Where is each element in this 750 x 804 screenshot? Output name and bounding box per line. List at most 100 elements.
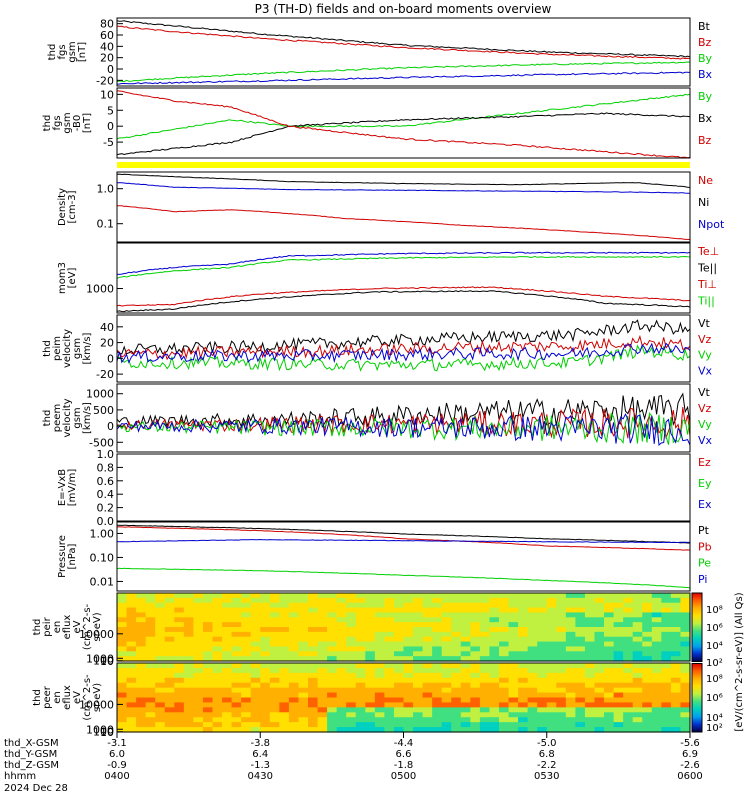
heatmap-cell: [298, 702, 309, 708]
heatmap-cell: [403, 636, 414, 643]
heatmap-cell: [575, 722, 586, 728]
heatmap-cell: [460, 682, 471, 689]
heatmap-cell: [479, 593, 491, 599]
series-line-Pt: [117, 524, 691, 544]
heatmap-cell: [651, 712, 662, 718]
heatmap-cell: [499, 663, 510, 669]
heatmap-cell: [613, 656, 624, 662]
heatmap-cell: [604, 672, 615, 679]
y-tick-label: 0.1: [97, 218, 115, 231]
heatmap-cell: [317, 702, 328, 708]
heatmap-cell: [518, 607, 529, 614]
heatmap-cell: [604, 602, 615, 609]
heatmap-cell: [670, 597, 682, 604]
heatmap-cell: [661, 651, 672, 657]
heatmap-cell: [651, 717, 662, 723]
heatmap-cell: [604, 631, 615, 638]
heatmap-cell: [499, 707, 510, 713]
heatmap-cell: [632, 627, 643, 633]
heatmap-cell: [117, 631, 128, 638]
heatmap-cell: [183, 636, 194, 643]
heatmap-cell: [422, 597, 433, 604]
heatmap-cell: [556, 627, 567, 633]
heatmap-cell: [384, 656, 395, 662]
heatmap-cell: [327, 636, 338, 643]
heatmap-cell: [556, 697, 567, 704]
heatmap-cell: [489, 687, 500, 694]
heatmap-cell: [174, 641, 185, 648]
heatmap-cell: [489, 672, 500, 679]
heatmap-cell: [584, 687, 596, 694]
y-axis-label: peem: [52, 404, 63, 432]
heatmap-cell: [355, 677, 366, 684]
heatmap-cell: [288, 707, 300, 713]
heatmap-cell: [202, 622, 214, 628]
heatmap-cell: [298, 722, 309, 728]
heatmap-cell: [413, 692, 424, 699]
heatmap-cell: [470, 702, 481, 708]
heatmap-peer-eflux: [117, 663, 691, 733]
heatmap-cell: [680, 697, 691, 704]
heatmap-cell: [155, 692, 166, 699]
heatmap-cell: [145, 612, 156, 618]
heatmap-cell: [460, 687, 471, 694]
x-axis-value: 6.6: [396, 749, 412, 760]
heatmap-cell: [117, 717, 128, 723]
heatmap-cell: [279, 593, 290, 599]
heatmap-cell: [308, 727, 319, 733]
x-axis-value: -2.6: [680, 760, 700, 771]
heatmap-cell: [623, 672, 634, 679]
heatmap-cell: [279, 617, 290, 623]
heatmap-cell: [336, 702, 347, 708]
heatmap-cell: [355, 707, 366, 713]
heatmap-cell: [126, 722, 137, 728]
heatmap-cell: [623, 602, 634, 609]
heatmap-cell: [546, 597, 557, 604]
heatmap-cell: [680, 663, 691, 669]
heatmap-cell: [537, 663, 548, 669]
heatmap-cell: [308, 707, 319, 713]
heatmap-cell: [680, 727, 691, 733]
legend-entry: Npot: [698, 218, 725, 231]
heatmap-cell: [126, 636, 137, 643]
heatmap-cell: [470, 663, 481, 669]
heatmap-cell: [183, 656, 194, 662]
heatmap-cell: [317, 727, 328, 733]
heatmap-cell: [174, 712, 185, 718]
heatmap-cell: [670, 617, 682, 623]
y-axis-label: (cm^2-s-: [82, 603, 93, 650]
heatmap-cell: [441, 697, 452, 704]
heatmap-cell: [604, 597, 615, 604]
x-axis-value: 0400: [104, 771, 129, 782]
heatmap-cell: [432, 641, 443, 648]
heatmap-cell: [489, 607, 500, 614]
heatmap-cell: [680, 607, 691, 614]
heatmap-cell: [556, 631, 567, 638]
heatmap-cell: [155, 656, 166, 662]
heatmap-cell: [499, 651, 510, 657]
heatmap-cell: [575, 697, 586, 704]
heatmap-cell: [222, 607, 233, 614]
heatmap-cell: [413, 697, 424, 704]
heatmap-cell: [193, 682, 204, 689]
heatmap-cell: [288, 593, 300, 599]
heatmap-cell: [432, 646, 443, 652]
heatmap-cell: [451, 593, 462, 599]
heatmap-cell: [336, 687, 347, 694]
heatmap-cell: [231, 636, 242, 643]
heatmap-cell: [575, 651, 586, 657]
heatmap-cell: [298, 682, 309, 689]
heatmap-cell: [374, 651, 385, 657]
heatmap-cell: [346, 672, 357, 679]
heatmap-cell: [374, 593, 385, 599]
heatmap-cell: [250, 692, 261, 699]
heatmap-cell: [565, 646, 576, 652]
heatmap-cell: [565, 622, 576, 628]
heatmap-cell: [460, 707, 471, 713]
heatmap-cell: [164, 607, 175, 614]
heatmap-cell: [202, 663, 214, 669]
heatmap-cell: [508, 597, 519, 604]
heatmap-cell: [202, 631, 214, 638]
heatmap-cell: [518, 631, 529, 638]
